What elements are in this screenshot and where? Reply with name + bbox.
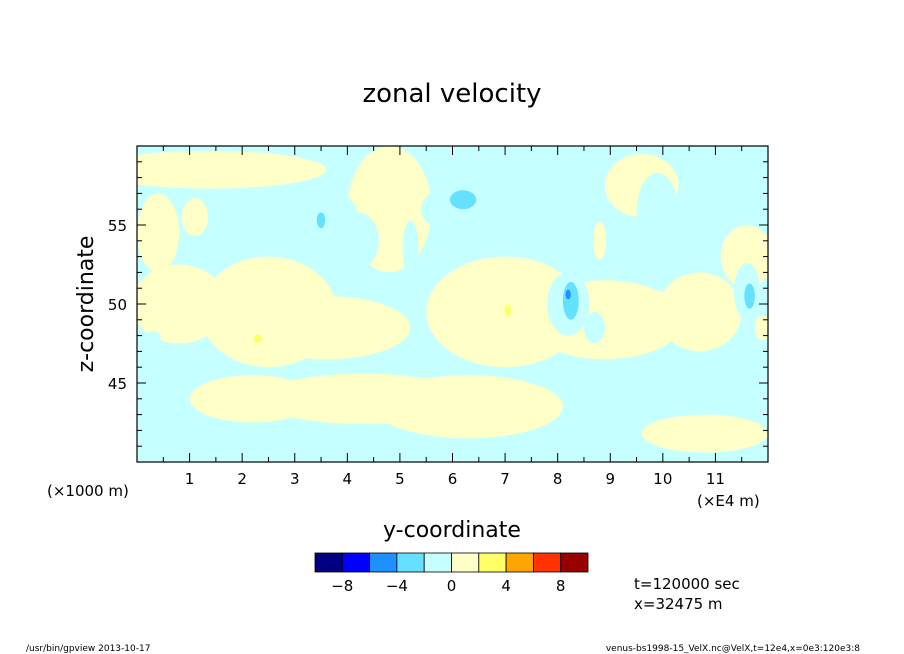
x-tick-label: 5	[395, 470, 405, 488]
positive-velocity-region	[504, 304, 511, 317]
colorbar: −8 −4 0 4 8	[314, 552, 589, 595]
chart-title: zonal velocity	[362, 79, 541, 109]
x-tick-label: 3	[290, 470, 300, 488]
negative-velocity-region	[336, 212, 379, 270]
colorbar-tick-label: −4	[386, 577, 408, 595]
footer-left: /usr/bin/gpview 2013-10-17	[26, 644, 150, 654]
colorbar-swatch	[369, 552, 398, 573]
colorbar-swatch	[505, 552, 534, 573]
x-tick-label: 1	[185, 470, 195, 488]
colorbar-swatch	[396, 552, 425, 573]
negative-velocity-region	[744, 283, 755, 309]
x-axis-label: y-coordinate	[383, 518, 521, 543]
colorbar-swatch	[560, 552, 589, 573]
x-tick-label: 11	[706, 470, 725, 488]
x-unit-left: (×1000 m)	[47, 482, 129, 500]
y-tick-label: 55	[108, 217, 127, 235]
positive-velocity-region	[305, 316, 337, 339]
colorbar-tick-label: −8	[331, 577, 353, 595]
positive-velocity-region	[593, 221, 607, 260]
negative-velocity-region	[316, 212, 326, 229]
time-annotation: t=120000 sec	[634, 575, 740, 593]
y-axis-ticks: 45 50 55	[108, 161, 768, 447]
x-tick-label: 2	[237, 470, 247, 488]
negative-velocity-region	[144, 330, 161, 347]
negative-velocity-region	[565, 289, 571, 300]
x-tick-label: 8	[553, 470, 563, 488]
positive-velocity-region	[181, 198, 208, 237]
velocity-field	[137, 146, 768, 462]
positive-velocity-region	[236, 313, 290, 342]
negative-velocity-region	[583, 311, 605, 344]
positive-velocity-region	[754, 315, 768, 341]
negative-velocity-region	[189, 375, 316, 423]
x-unit-right: (×E4 m)	[697, 492, 760, 510]
y-tick-label: 50	[108, 296, 127, 314]
positive-velocity-region	[468, 326, 511, 346]
footer-right: venus-bs1998-15_VelX.nc@VelX,t=12e4,x=0e…	[606, 644, 860, 654]
positive-velocity-region	[139, 199, 177, 257]
colorbar-swatch	[451, 552, 480, 573]
x-tick-label: 9	[605, 470, 615, 488]
negative-velocity-region	[252, 182, 358, 252]
x-tick-label: 7	[500, 470, 510, 488]
negative-velocity-region	[402, 220, 419, 278]
negative-velocity-region	[137, 150, 327, 189]
position-annotation: x=32475 m	[634, 595, 723, 613]
colorbar-swatch	[533, 552, 562, 573]
x-tick-label: 10	[653, 470, 672, 488]
negative-velocity-region	[420, 187, 485, 232]
negative-velocity-region	[373, 375, 563, 439]
y-axis-label: z-coordinate	[74, 236, 99, 373]
negative-velocity-region	[657, 272, 742, 352]
colorbar-swatch	[423, 552, 452, 573]
negative-velocity-region	[636, 172, 679, 252]
x-tick-label: 6	[448, 470, 458, 488]
x-axis-ticks: 1 2 3 4 5 6 7 8 9 10 11	[136, 146, 769, 488]
negative-velocity-region	[449, 190, 477, 210]
negative-velocity-region	[229, 204, 245, 246]
colorbar-swatch	[341, 552, 370, 573]
colorbar-swatch	[314, 552, 343, 573]
positive-velocity-region	[253, 334, 263, 343]
colorbar-swatch	[478, 552, 507, 573]
negative-velocity-region	[562, 281, 579, 320]
y-tick-label: 45	[108, 375, 127, 393]
colorbar-tick-label: 0	[447, 577, 457, 595]
negative-velocity-region	[641, 414, 768, 453]
colorbar-tick-label: 8	[556, 577, 566, 595]
colorbar-tick-label: 4	[501, 577, 511, 595]
negative-velocity-region	[510, 169, 563, 249]
x-tick-label: 4	[343, 470, 353, 488]
